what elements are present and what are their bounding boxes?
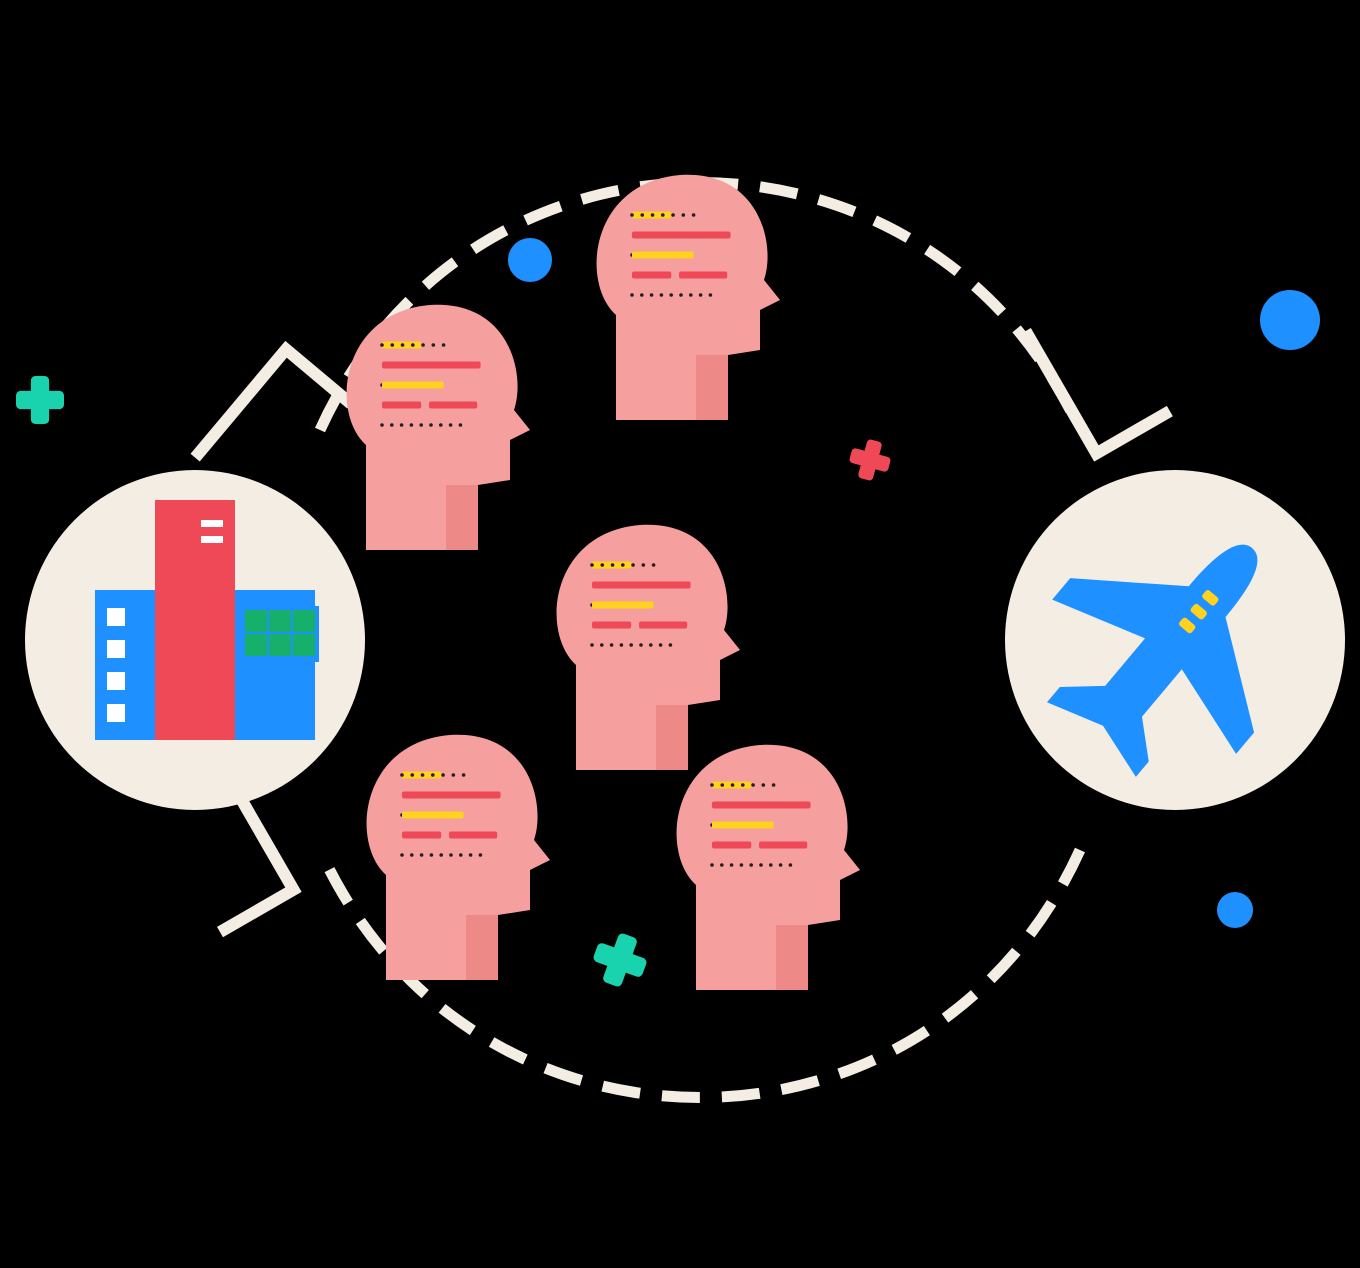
decor-dot	[508, 238, 552, 282]
decor-dot	[1217, 892, 1253, 928]
decor-dot	[1260, 290, 1320, 350]
diagram-svg	[0, 0, 1360, 1268]
head-icon	[677, 745, 860, 990]
diagram-stage	[0, 0, 1360, 1268]
decor-cross	[846, 436, 895, 485]
node-plane	[1000, 470, 1345, 817]
head-icon	[557, 525, 740, 770]
head-icon	[367, 735, 550, 980]
decor-cross	[16, 376, 64, 424]
decor-cross	[587, 927, 654, 994]
head-icon	[597, 175, 780, 420]
node-city	[25, 470, 365, 810]
arrow-top-right	[1000, 331, 1180, 469]
head-icon	[347, 305, 530, 550]
